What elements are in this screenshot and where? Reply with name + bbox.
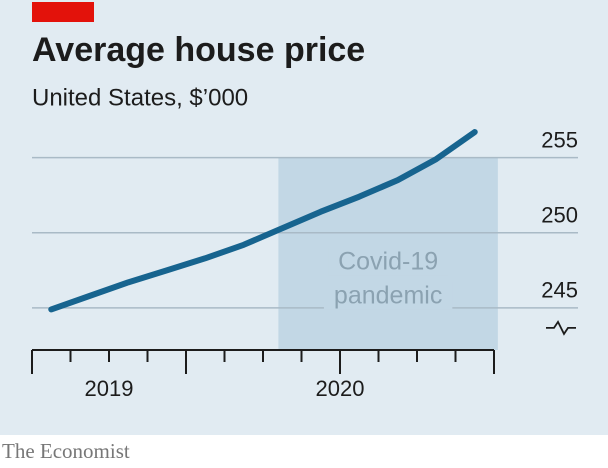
y-tick-label: 250 [541,203,578,228]
grid-layer [32,156,578,309]
x-tick-label: 2019 [85,376,134,401]
label-backdrop [323,281,453,310]
chart-title: Average house price [32,31,365,69]
x-tick-label: 2020 [316,376,365,401]
chart-subtitle: United States, $’000 [32,84,248,111]
axis-break [546,320,576,336]
source: The Economist [2,439,130,463]
y-tick-label: 255 [541,127,578,152]
y-tick-label: 245 [541,278,578,303]
line-series [48,129,478,313]
shaded-region-label: pandemic [334,282,442,310]
brand-bar [32,2,94,22]
shaded-region-label: Covid-19 [338,248,438,276]
label-backdrop [328,247,449,276]
